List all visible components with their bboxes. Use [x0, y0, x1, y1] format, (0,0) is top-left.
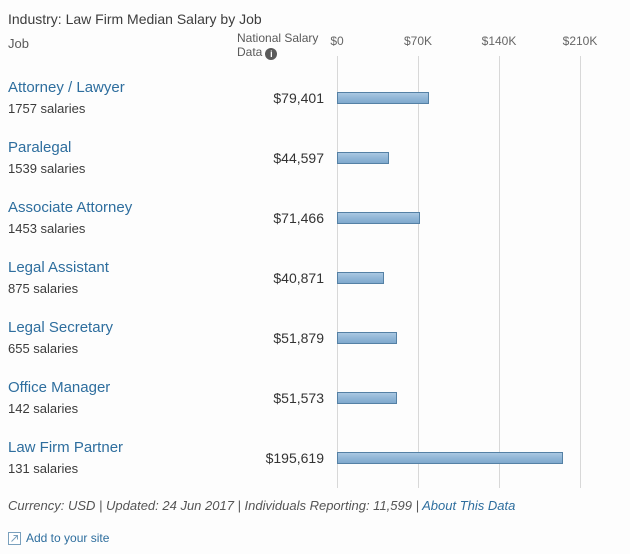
job-link[interactable]: Legal Secretary [8, 319, 114, 336]
job-link[interactable]: Attorney / Lawyer [8, 79, 125, 96]
embed-icon [8, 531, 21, 545]
x-tick-label: $210K [562, 34, 598, 48]
table-row: Paralegal 1539 salaries $44,597 [0, 128, 630, 188]
salary-bar [337, 212, 420, 224]
salary-count: 1539 salaries [8, 161, 86, 176]
x-tick-label: $140K [481, 34, 517, 48]
footer: Currency: USD | Updated: 24 Jun 2017 | I… [8, 498, 630, 513]
salary-value: $44,597 [273, 150, 324, 166]
salary-count: 1453 salaries [8, 221, 86, 236]
salary-count: 1757 salaries [8, 101, 86, 116]
salary-bar [337, 272, 384, 284]
add-to-site[interactable]: Add to your site [8, 531, 630, 545]
national-salary-header-line1: National Salary [237, 31, 319, 45]
table-row: Office Manager 142 salaries $51,573 [0, 368, 630, 428]
page-title: Industry: Law Firm Median Salary by Job [8, 11, 262, 27]
salary-value: $40,871 [273, 270, 324, 286]
table-row: Associate Attorney 1453 salaries $71,466 [0, 188, 630, 248]
national-salary-column-header: National Salary Data i [232, 28, 332, 68]
salary-value: $71,466 [273, 210, 324, 226]
salary-value: $195,619 [265, 450, 324, 466]
job-link[interactable]: Law Firm Partner [8, 439, 124, 456]
salary-bar [337, 92, 429, 104]
x-axis: $0 $70K $140K $210K [0, 28, 630, 68]
job-link[interactable]: Associate Attorney [8, 199, 133, 216]
chart-rows: Attorney / Lawyer 1757 salaries $79,401 … [0, 56, 630, 488]
salary-count: 875 salaries [8, 281, 79, 296]
about-this-data-link[interactable]: About This Data [422, 498, 516, 513]
column-header-row: Job National Salary Data i $0 $70K $140K $21… [0, 28, 630, 68]
salary-value: $51,879 [273, 330, 324, 346]
salary-bar [337, 152, 389, 164]
salary-value: $51,573 [273, 390, 324, 406]
table-row: Law Firm Partner 131 salaries $195,619 [0, 428, 630, 488]
table-row: Attorney / Lawyer 1757 salaries $79,401 [0, 68, 630, 128]
salary-bar [337, 392, 397, 404]
salary-count: 655 salaries [8, 341, 79, 356]
table-row: Legal Assistant 875 salaries $40,871 [0, 248, 630, 308]
job-column-header: Job [8, 36, 29, 51]
national-salary-header-line2: Data [237, 45, 263, 59]
table-row: Legal Secretary 655 salaries $51,879 [0, 308, 630, 368]
salary-bar [337, 332, 397, 344]
gridline [418, 56, 419, 488]
salary-value: $79,401 [273, 90, 324, 106]
job-link[interactable]: Office Manager [8, 379, 111, 396]
add-to-site-link[interactable]: Add to your site [26, 531, 110, 545]
salary-bar [337, 452, 563, 464]
info-icon[interactable]: i [265, 48, 278, 60]
job-link[interactable]: Legal Assistant [8, 259, 109, 276]
x-tick-label: $70K [403, 34, 433, 48]
salary-count: 142 salaries [8, 401, 79, 416]
gridline [580, 56, 581, 488]
gridline [499, 56, 500, 488]
footer-meta: Currency: USD | Updated: 24 Jun 2017 | I… [8, 498, 419, 513]
x-tick-label: $0 [330, 34, 344, 48]
salary-count: 131 salaries [8, 461, 79, 476]
job-link[interactable]: Paralegal [8, 139, 72, 156]
